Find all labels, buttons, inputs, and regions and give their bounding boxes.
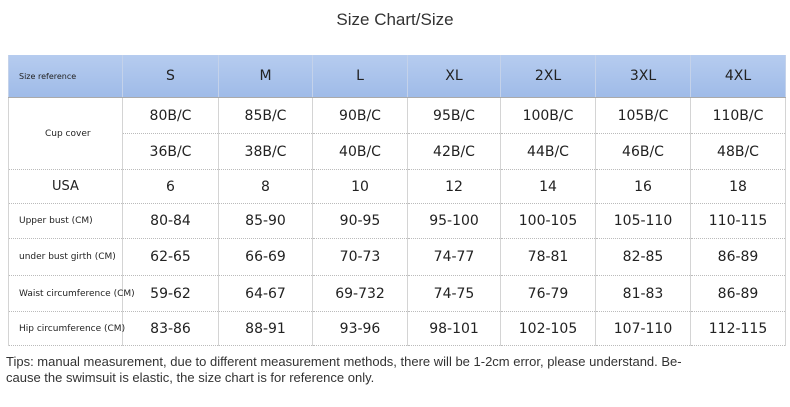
cell: 105-110 [595, 203, 691, 239]
header-cell: XL [407, 55, 501, 98]
cell: 80B/C [122, 97, 219, 134]
header-cell: Size reference [8, 55, 123, 98]
cell: 70-73 [312, 238, 408, 276]
cell: 59-62 [122, 275, 219, 312]
cell: 6 [122, 169, 219, 204]
cell: 18 [690, 169, 786, 204]
cell: 38B/C [218, 133, 313, 170]
tips-line: Tips: manual measurement, due to differe… [6, 354, 682, 369]
cell: 80-84 [122, 203, 219, 239]
cell: 74-75 [407, 275, 501, 312]
cell: 102-105 [500, 311, 596, 346]
cell: under bust girth (CM) [8, 238, 123, 276]
cell: 110B/C [690, 97, 786, 134]
cell: 8 [218, 169, 313, 204]
cell: 64-67 [218, 275, 313, 312]
header-cell: L [312, 55, 408, 98]
cell: 112-115 [690, 311, 786, 346]
cell: 16 [595, 169, 691, 204]
cell: 85B/C [218, 97, 313, 134]
cell: 95B/C [407, 97, 501, 134]
cell: 42B/C [407, 133, 501, 170]
cell: 76-79 [500, 275, 596, 312]
cell: 88-91 [218, 311, 313, 346]
cell: 86-89 [690, 275, 786, 312]
row: Cup cover 80B/C 85B/C 90B/C 95B/C 100B/C 105B/… [8, 97, 786, 170]
row: Upper bust (CM) 80-84 85-90 90-95 95-100 100-… [8, 203, 786, 239]
header-cell: 4XL [690, 55, 786, 98]
cell: 78-81 [500, 238, 596, 276]
header-cell: 3XL [595, 55, 691, 98]
cell: 90B/C [312, 97, 408, 134]
cell: 100B/C [500, 97, 596, 134]
cell: 74-77 [407, 238, 501, 276]
tips-line: cause the swimsuit is elastic, the size … [6, 370, 375, 385]
cell: Upper bust (CM) [8, 203, 123, 239]
cell: USA [8, 169, 123, 204]
cell: 62-65 [122, 238, 219, 276]
cell: 82-85 [595, 238, 691, 276]
cell: 36B/C [122, 133, 219, 170]
cell: 83-86 [122, 311, 219, 346]
size-table: Size reference S M L XL 2XL 3XL 4XL Cup cover 80B… [8, 55, 786, 346]
cell: Cup cover [8, 97, 123, 170]
table-body: Size reference S M L XL 2XL 3XL 4XL Cup cover 80B… [8, 55, 786, 346]
cell: 95-100 [407, 203, 501, 239]
row: under bust girth (CM) 62-65 66-69 70-73 74-7… [8, 238, 786, 276]
title: Size Chart/Size [336, 10, 454, 29]
cell: 40B/C [312, 133, 408, 170]
row: Waist circumference (CM) 59-62 64-67 69-732… [8, 275, 786, 312]
cell: Hip circumference (CM) [8, 311, 125, 346]
cell: 66-69 [218, 238, 313, 276]
cell: 98-101 [407, 311, 501, 346]
cell: 69-732 [312, 275, 408, 312]
row: Hip circumference (CM) 83-86 88-91 93-96 98-… [8, 311, 786, 346]
cell: 48B/C [690, 133, 786, 170]
cell: 10 [312, 169, 408, 204]
row: USA 6 8 10 12 14 16 18 [8, 169, 786, 204]
header-cell: 2XL [500, 55, 596, 98]
cell: 44B/C [500, 133, 596, 170]
cell: 110-115 [690, 203, 786, 239]
cell: 93-96 [312, 311, 408, 346]
row: 36B/C 38B/C 40B/C 42B/C 44B/C 46B/C 48B/C [9, 133, 786, 170]
header-cell: S [122, 55, 219, 98]
tips: Tips: manual measurement, due to differe… [6, 354, 786, 386]
cell: 86-89 [690, 238, 786, 276]
cell: 105B/C [595, 97, 691, 134]
cell: 100-105 [500, 203, 596, 239]
cell: 107-110 [595, 311, 691, 346]
cell: 81-83 [595, 275, 691, 312]
cell: 90-95 [312, 203, 408, 239]
header-row: Size reference S M L XL 2XL 3XL 4XL [8, 55, 786, 98]
cell: 14 [500, 169, 596, 204]
cell: 12 [407, 169, 501, 204]
cell: 46B/C [595, 133, 691, 170]
cell: Waist circumference (CM) [8, 275, 135, 312]
header-cell: M [218, 55, 313, 98]
cell: 85-90 [218, 203, 313, 239]
